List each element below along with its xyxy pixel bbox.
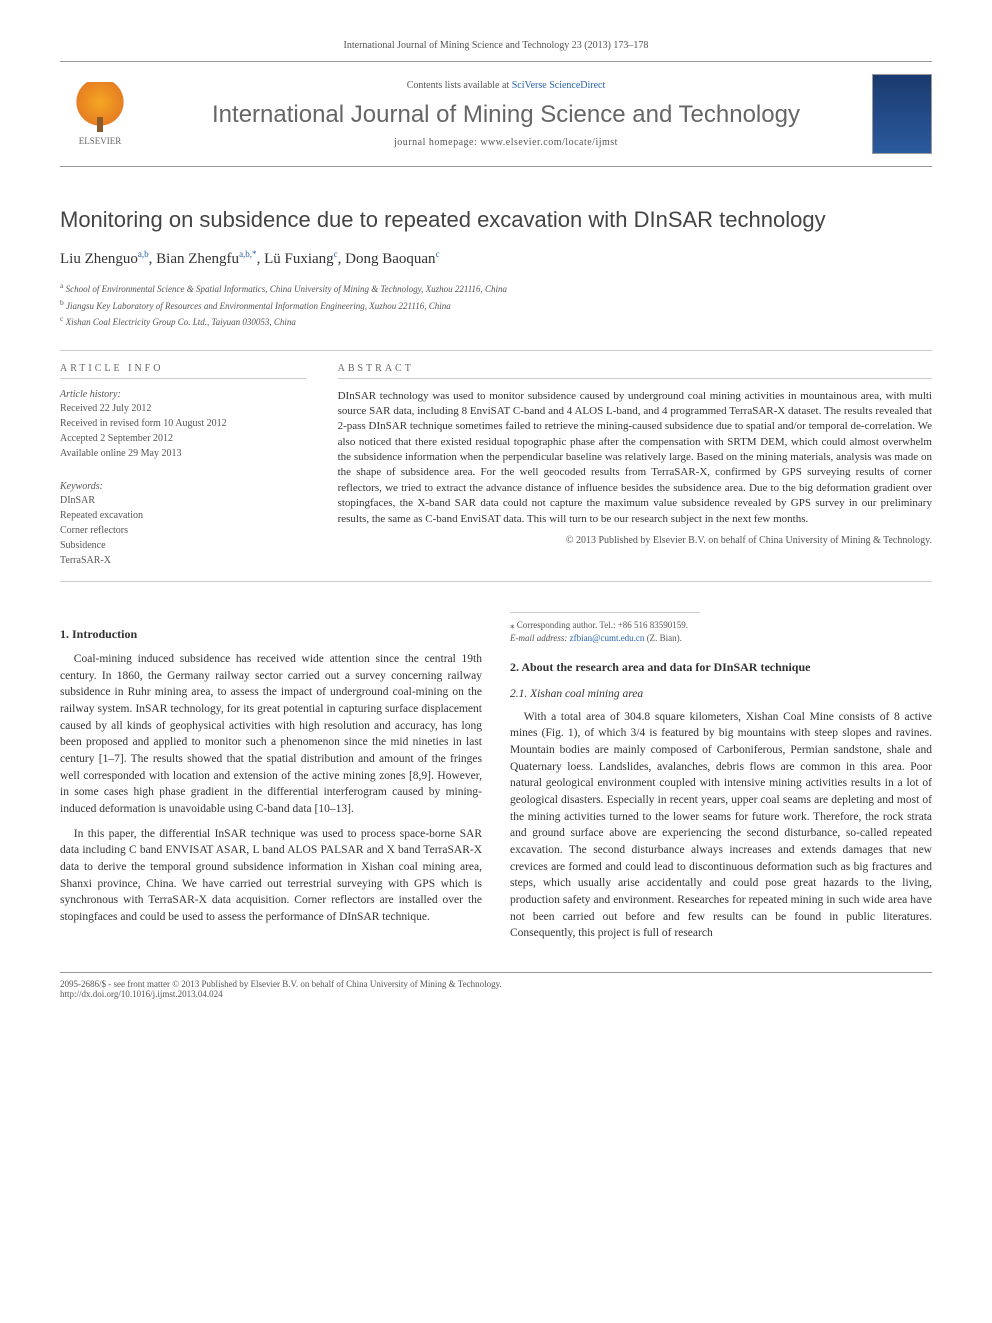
affiliation-b: b Jiangsu Key Laboratory of Resources an… — [60, 297, 932, 314]
keywords-block: Keywords: DInSAR Repeated excavation Cor… — [60, 475, 306, 568]
page-footer: 2095-2686/$ - see front matter © 2013 Pu… — [60, 972, 932, 999]
about-p1: With a total area of 304.8 square kilome… — [510, 709, 932, 942]
article-info-heading: ARTICLE INFO — [60, 363, 306, 379]
section-2-1-heading: 2.1. Xishan coal mining area — [510, 686, 932, 703]
affiliations: a School of Environmental Science & Spat… — [60, 280, 932, 330]
keyword-1: Repeated excavation — [60, 509, 306, 523]
aff-sup-c: c — [60, 314, 63, 323]
email-address[interactable]: zfbian@cumt.edu.cn — [570, 633, 645, 643]
intro-p2: In this paper, the differential InSAR te… — [60, 826, 482, 926]
section-1-heading: 1. Introduction — [60, 626, 482, 643]
issn-line: 2095-2686/$ - see front matter © 2013 Pu… — [60, 979, 502, 989]
author-0-aff: a,b — [138, 249, 149, 259]
journal-reference: International Journal of Mining Science … — [60, 40, 932, 51]
authors-line: Liu Zhenguoa,b, Bian Zhengfua,b,*, Lü Fu… — [60, 249, 932, 268]
doi-line[interactable]: http://dx.doi.org/10.1016/j.ijmst.2013.0… — [60, 989, 502, 999]
abstract-copyright: © 2013 Published by Elsevier B.V. on beh… — [338, 535, 932, 546]
aff-text-a: School of Environmental Science & Spatia… — [66, 284, 507, 294]
author-2-aff: c — [334, 249, 338, 259]
history-accepted: Accepted 2 September 2012 — [60, 432, 306, 446]
article-title: Monitoring on subsidence due to repeated… — [60, 207, 932, 233]
section-2-heading: 2. About the research area and data for … — [510, 659, 932, 676]
corresponding-author: ⁎ Corresponding author. Tel.: +86 516 83… — [510, 612, 700, 645]
history-label: Article history: — [60, 389, 306, 400]
info-abstract-block: ARTICLE INFO Article history: Received 2… — [60, 350, 932, 582]
affiliation-a: a School of Environmental Science & Spat… — [60, 280, 932, 297]
keyword-3: Subsidence — [60, 539, 306, 553]
elsevier-logo: ELSEVIER — [60, 82, 140, 146]
footer-left: 2095-2686/$ - see front matter © 2013 Pu… — [60, 979, 502, 999]
corresponding-email-line: E-mail address: zfbian@cumt.edu.cn (Z. B… — [510, 632, 700, 645]
contents-prefix: Contents lists available at — [407, 80, 512, 91]
author-2: Lü Fuxiang — [264, 251, 334, 267]
author-3: Dong Baoquan — [345, 251, 435, 267]
author-1-aff: a,b,* — [239, 249, 257, 259]
homepage-line: journal homepage: www.elsevier.com/locat… — [140, 137, 872, 148]
history-online: Available online 29 May 2013 — [60, 447, 306, 461]
keyword-0: DInSAR — [60, 494, 306, 508]
homepage-prefix: journal homepage: — [394, 137, 480, 148]
abstract-text: DInSAR technology was used to monitor su… — [338, 389, 932, 528]
keyword-4: TerraSAR-X — [60, 554, 306, 568]
elsevier-tree-icon — [75, 82, 125, 132]
header-center: Contents lists available at SciVerse Sci… — [140, 80, 872, 148]
history-received: Received 22 July 2012 — [60, 402, 306, 416]
homepage-url: www.elsevier.com/locate/ijmst — [480, 137, 618, 148]
journal-cover-thumbnail — [872, 74, 932, 154]
aff-text-b: Jiangsu Key Laboratory of Resources and … — [66, 301, 451, 311]
corresponding-tel: ⁎ Corresponding author. Tel.: +86 516 83… — [510, 619, 700, 632]
aff-sup-b: b — [60, 298, 64, 307]
journal-title: International Journal of Mining Science … — [140, 101, 872, 129]
affiliation-c: c Xishan Coal Electricity Group Co. Ltd.… — [60, 313, 932, 330]
journal-header: ELSEVIER Contents lists available at Sci… — [60, 61, 932, 167]
article-info: ARTICLE INFO Article history: Received 2… — [60, 351, 322, 581]
author-0: Liu Zhenguo — [60, 251, 138, 267]
aff-sup-a: a — [60, 281, 63, 290]
keywords-label: Keywords: — [60, 481, 306, 492]
aff-text-c: Xishan Coal Electricity Group Co. Ltd., … — [66, 317, 296, 327]
intro-p1: Coal-mining induced subsidence has recei… — [60, 651, 482, 818]
email-suffix: (Z. Bian). — [647, 633, 682, 643]
body-columns: 1. Introduction Coal-mining induced subs… — [60, 612, 932, 948]
keyword-2: Corner reflectors — [60, 524, 306, 538]
history-revised: Received in revised form 10 August 2012 — [60, 417, 306, 431]
email-label: E-mail address: — [510, 633, 570, 643]
author-1: Bian Zhengfu — [156, 251, 239, 267]
publisher-name: ELSEVIER — [79, 136, 122, 146]
author-3-aff: c — [436, 249, 440, 259]
contents-line: Contents lists available at SciVerse Sci… — [140, 80, 872, 91]
abstract: ABSTRACT DInSAR technology was used to m… — [322, 351, 932, 581]
abstract-heading: ABSTRACT — [338, 363, 932, 379]
sciencedirect-link[interactable]: SciVerse ScienceDirect — [512, 80, 606, 91]
